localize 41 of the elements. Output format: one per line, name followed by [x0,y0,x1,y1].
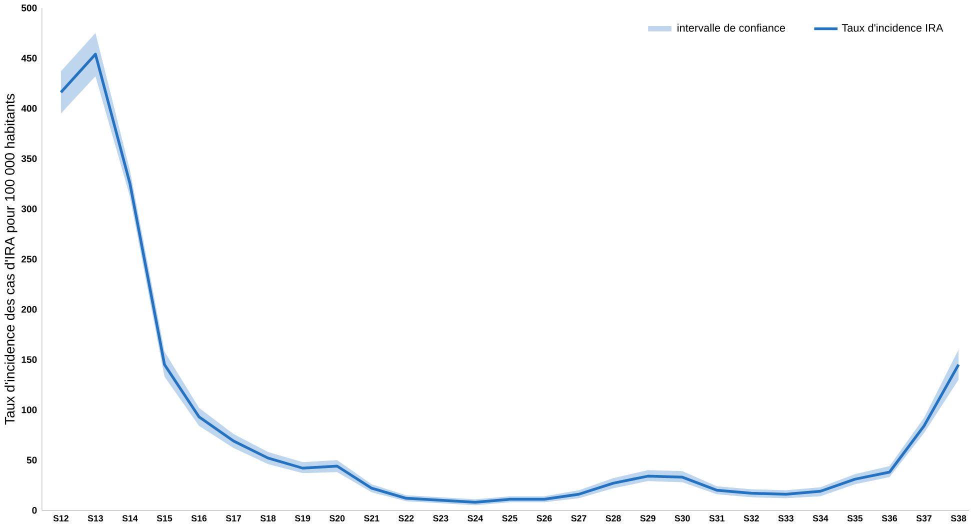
x-tick-label: S24 [468,515,484,522]
y-tick-label: 200 [22,306,37,313]
y-axis-title: Taux d'incidence des cas d'IRA pour 100 000 habitants [4,94,18,425]
y-tick-label: 300 [21,206,37,212]
x-tick-label: S38 [950,515,966,522]
x-tick-label: S18 [260,515,276,522]
x-tick-label: S26 [536,515,552,522]
x-tick-label: S21 [364,515,380,522]
legend-label: Taux d'incidence IRA [842,24,944,32]
y-tick-label: 400 [21,105,37,112]
x-tick-label: S25 [502,515,518,522]
x-tick-label: S30 [674,515,690,522]
y-tick-label: 100 [22,406,37,414]
y-tick-label: 450 [21,54,37,62]
x-tick-label: S23 [433,515,448,522]
x-tick-label: S27 [571,515,586,522]
x-tick-label: S14 [122,515,138,522]
x-tick-label: S37 [916,515,932,522]
y-tick-label: 350 [21,155,37,162]
x-tick-label: S34 [812,515,828,522]
x-tick-label: S20 [329,515,345,522]
x-tick-label: S22 [398,515,414,522]
x-tick-label: S28 [606,515,621,522]
x-tick-label: S29 [640,515,656,522]
y-tick-label: 150 [22,356,37,363]
x-tick-label: S15 [156,515,172,522]
y-tick-label: 50 [26,456,37,464]
x-tick-label: S32 [744,515,759,522]
x-tick-label: S31 [709,515,725,522]
x-tick-label: S33 [778,515,794,522]
y-tick-label: 500 [21,4,37,12]
x-tick-label: S35 [847,515,863,522]
x-tick-label: S17 [226,515,242,522]
y-tick-label: 0 [32,506,37,514]
x-tick-label: S13 [88,515,104,522]
x-tick-label: S36 [882,515,898,522]
annotation: intervalle de confiance [678,24,786,32]
x-tick-label: S12 [53,515,68,522]
x-tick-label: S16 [191,515,207,522]
y-tick-label: 250 [22,256,37,263]
x-tick-label: S19 [294,515,310,522]
